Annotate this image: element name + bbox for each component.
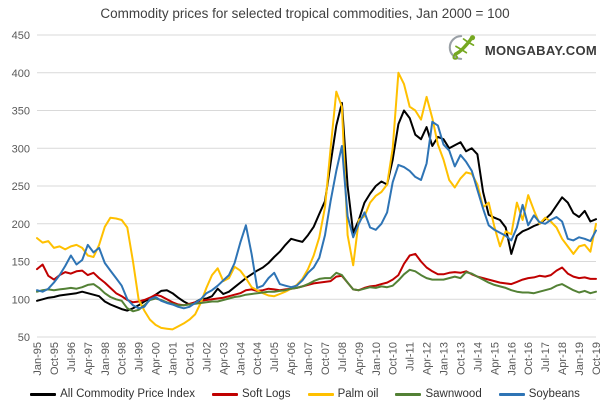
chart-title: Commodity prices for selected tropical c… [100,6,510,21]
x-axis-tick-label: Jan-07 [303,342,315,376]
x-axis-tick-label: Jul-11 [405,342,417,371]
x-axis-tick-label: Jan-04 [235,342,247,376]
y-axis-tick-label: 100 [12,294,30,306]
x-axis-tick-label: Jul-14 [472,342,484,372]
logo-text: MONGABAY.COM [484,42,597,58]
x-axis-tick-label: Oct-13 [455,342,467,375]
legend-line-swatch [30,392,57,396]
x-axis-tick-label: Oct-16 [523,342,535,375]
x-axis-tick-label: Oct-98 [117,342,129,375]
x-axis-tick-label: Apr-97 [83,342,95,375]
x-axis-tick-label: Oct-01 [184,342,196,375]
legend-item-palm-oil: Palm oil [307,388,379,400]
x-axis-tick-label: Jan-95 [32,342,44,376]
x-axis-tick-label: Jul-02 [201,342,213,372]
legend-line-swatch [307,392,334,396]
x-axis-tick-label: Oct-95 [49,342,61,375]
x-axis-tick-label: Jul-17 [540,342,552,372]
legend-item-all-commodity-price-index: All Commodity Price Index [30,388,195,400]
chart-legend: All Commodity Price Index Soft Logs Palm o… [0,388,610,400]
y-axis-tick-label: 150 [12,257,30,269]
x-axis-tick-label: Jan-13 [439,342,451,376]
x-axis-tick-label: Jul-08 [337,342,349,372]
mongabay-logo: MONGABAY.COM [446,33,597,67]
y-axis-tick-label: 350 [12,106,30,118]
x-axis-tick-label: Oct-10 [388,342,400,375]
x-axis-tick-label: Apr-06 [286,342,298,375]
legend-label: Soft Logs [241,388,291,400]
x-axis-tick-label: Oct-19 [591,342,603,375]
legend-label: Palm oil [337,388,379,400]
series-line-sawnwood [36,268,597,313]
x-axis-tick-label: Jan-10 [371,342,383,376]
legend-line-swatch [395,392,422,396]
x-axis-tick-label: Apr-18 [557,342,569,375]
y-axis-tick-label: 300 [12,143,30,155]
legend-line-swatch [498,392,525,396]
x-axis-tick-label: Jul-05 [269,342,281,372]
legend-item-soft-logs: Soft Logs [211,388,291,400]
legend-line-swatch [211,392,238,396]
series-line-palm-oil [36,71,597,331]
legend-label: All Commodity Price Index [60,388,195,400]
x-axis-tick-label: Jan-19 [574,342,586,376]
x-axis-tick-label: Oct-04 [252,342,264,375]
legend-item-soybeans: Soybeans [498,388,580,400]
legend-label: Soybeans [528,388,580,400]
x-axis-tick-label: Apr-03 [218,342,230,375]
y-axis-tick-label: 200 [12,219,30,231]
y-axis-tick-label: 250 [12,181,30,193]
legend-label: Sawnwood [425,388,482,400]
x-axis-tick-label: Apr-09 [354,342,366,375]
x-axis-tick-label: Jan-16 [506,342,518,376]
gecko-icon [446,33,482,67]
x-axis-tick-label: Jul-99 [134,342,146,372]
x-axis-tick-label: Jan-98 [100,342,112,376]
x-axis-tick-label: Jan-01 [168,342,180,376]
x-axis-tick-label: Jul-96 [66,342,78,372]
legend-item-sawnwood: Sawnwood [395,388,482,400]
y-axis-tick-label: 400 [12,68,30,80]
series-line-soybeans [36,120,597,310]
x-axis-tick-label: Apr-12 [422,342,434,375]
y-axis-tick-label: 450 [12,30,30,42]
x-axis-tick-label: Apr-15 [489,342,501,375]
x-axis-tick-label: Oct-07 [320,342,332,375]
x-axis-tick-label: Apr-00 [151,342,163,375]
y-axis-tick-label: 50 [18,332,30,344]
